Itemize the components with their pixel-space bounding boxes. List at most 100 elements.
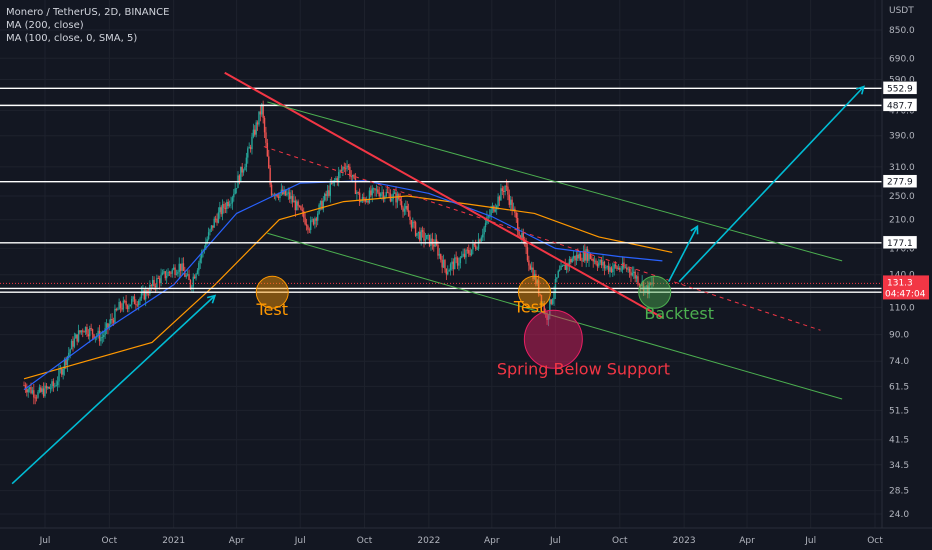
candle-body [223, 203, 225, 208]
candle-body [315, 218, 318, 221]
candle-body [571, 258, 573, 263]
candle-body [65, 359, 67, 366]
candle-body [168, 271, 171, 273]
test-circle-left[interactable] [255, 275, 289, 309]
candle-body [170, 272, 172, 274]
candle-body [258, 111, 260, 125]
annotation-label[interactable]: Test [255, 300, 288, 319]
candle-body [549, 299, 551, 316]
candle-body [272, 194, 274, 196]
candle-body [351, 174, 354, 177]
chart-legend: Monero / TetherUS, 2D, BINANCE MA (200, … [6, 6, 169, 45]
candle-body [501, 188, 504, 192]
candle-body [503, 191, 505, 193]
candle-body [147, 294, 150, 295]
ma-100-line[interactable] [23, 180, 663, 391]
legend-ma-100[interactable]: MA (100, close, 0, SMA, 5) [6, 33, 138, 44]
candle-body [553, 292, 555, 300]
candle-body [483, 227, 485, 235]
candle-body [578, 253, 580, 259]
annotation-label[interactable]: Backtest [644, 304, 714, 323]
candle-body [333, 180, 336, 182]
candle-body [630, 271, 632, 276]
candle-body [23, 385, 25, 387]
candle-body [199, 258, 201, 263]
candle-body [480, 237, 483, 242]
candle-body [535, 273, 537, 285]
long-target-arrow[interactable] [678, 86, 865, 283]
candle-body [621, 262, 624, 270]
candle-body [79, 330, 81, 333]
candle-body [224, 207, 227, 210]
spring-circle[interactable] [523, 309, 583, 369]
candle-body [592, 259, 594, 262]
candle-body [59, 369, 62, 370]
candle-body [337, 172, 340, 182]
candle-body [516, 217, 519, 232]
candle-body [283, 189, 285, 195]
candle-body [449, 264, 452, 270]
candle-body [261, 104, 263, 115]
candle-body [424, 239, 427, 241]
candle-body [118, 301, 120, 310]
candle-body [596, 264, 599, 267]
candle-body [528, 260, 530, 266]
green-channel-upper[interactable] [267, 101, 843, 262]
candle-body [254, 129, 256, 135]
candle-body [547, 315, 550, 320]
red-downtrend[interactable] [224, 71, 663, 319]
candle-body [238, 175, 241, 183]
candle-body [121, 308, 123, 310]
candle-body [416, 233, 418, 236]
candle-body [473, 243, 476, 246]
candle-body [177, 271, 179, 274]
candle-body [240, 166, 242, 183]
candle-body [37, 391, 39, 398]
candle-body [214, 218, 217, 220]
long-term-uptrend-arrow[interactable] [11, 295, 216, 485]
candle-body [294, 200, 297, 211]
candle-body [51, 381, 53, 389]
test-circle-right[interactable] [517, 275, 551, 309]
price-tick-label: 34.5 [889, 461, 909, 471]
symbol-title[interactable]: Monero / TetherUS, 2D, BINANCE [6, 7, 170, 18]
level-price-label: 487.7 [887, 101, 913, 111]
red-dashed-projection[interactable] [263, 146, 821, 331]
candle-body [543, 303, 545, 313]
candle-body [305, 224, 308, 226]
price-tick-label: 110.0 [889, 303, 915, 313]
candle-body [539, 293, 541, 295]
candle-body [140, 292, 143, 299]
candle-body [326, 190, 329, 196]
candle-body [627, 268, 629, 270]
short-target-arrow[interactable] [668, 225, 699, 283]
green-channel-lower[interactable] [267, 232, 843, 400]
candle-body [227, 201, 229, 207]
candle-body [367, 200, 369, 203]
price-tick-label: 310.0 [889, 163, 915, 173]
candle-body [438, 254, 441, 256]
candle-body [470, 249, 473, 256]
time-tick-label: Oct [612, 536, 628, 546]
candle-body [409, 216, 411, 220]
candle-body [301, 209, 304, 212]
candle-body [186, 274, 189, 276]
candle-body [139, 298, 141, 301]
candle-body [638, 284, 641, 286]
candle-body [616, 266, 618, 270]
backtest-circle[interactable] [638, 275, 672, 309]
annotation-label[interactable]: Spring Below Support [497, 360, 670, 379]
ma-200-line[interactable] [23, 195, 673, 380]
candle-body [174, 267, 176, 275]
candle-body [287, 192, 290, 194]
candle-body [323, 193, 326, 201]
legend-ma-200[interactable]: MA (200, close) [6, 20, 84, 31]
candle-body [35, 397, 38, 399]
candle-body [289, 192, 291, 199]
annotation-label[interactable]: Test [513, 297, 546, 316]
candle-body [279, 193, 281, 199]
candle-body [440, 254, 442, 260]
candle-body [465, 249, 467, 258]
candle-body [210, 225, 213, 230]
